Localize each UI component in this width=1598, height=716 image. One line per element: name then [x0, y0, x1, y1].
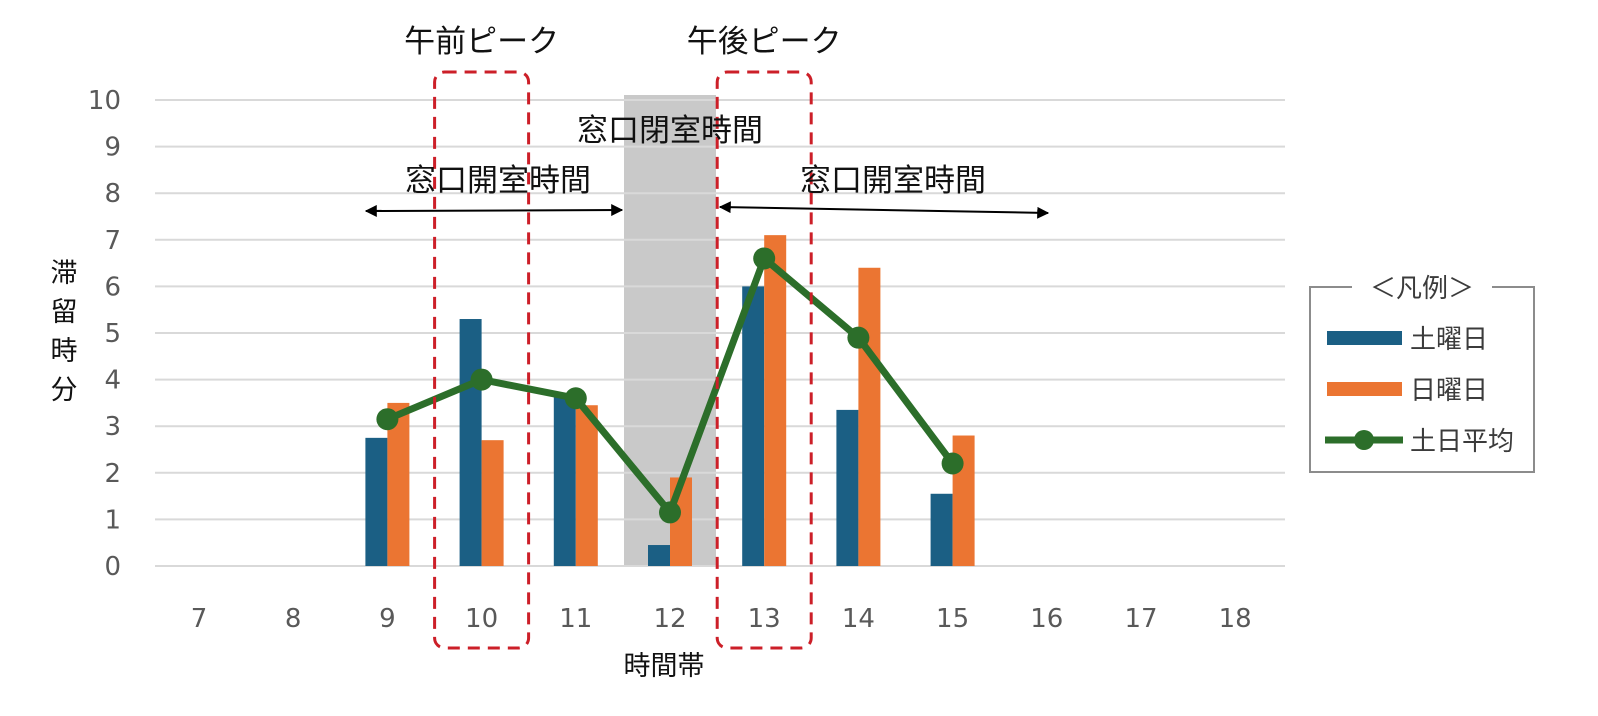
legend-marker-土日平均: [1354, 430, 1374, 450]
x-tick-label: 14: [842, 604, 875, 634]
bar-日曜日-10: [481, 440, 504, 566]
point-土日平均-9: [376, 408, 399, 431]
x-tick-label: 16: [1030, 604, 1063, 634]
average-line: [376, 247, 964, 524]
bar-日曜日-13: [764, 235, 787, 566]
bar-土曜日-10: [459, 319, 482, 566]
x-tick-label: 7: [191, 604, 208, 634]
y-tick-label: 9: [104, 133, 121, 163]
x-tick-label: 17: [1124, 604, 1157, 634]
bar-日曜日-14: [858, 267, 881, 566]
open-period-arrow-1: [364, 204, 624, 217]
y-tick-label: 7: [104, 226, 121, 256]
bar-土曜日-12: [648, 545, 670, 566]
legend-title: ＜凡例＞: [1370, 274, 1474, 304]
legend-label-土日平均: 土日平均: [1410, 427, 1514, 457]
y-axis-label-char: 分: [51, 375, 78, 406]
x-tick-label: 13: [748, 604, 781, 634]
bar-土曜日-13: [742, 286, 765, 566]
legend-title-background: [1352, 270, 1492, 304]
legend-swatch-土曜日: [1327, 331, 1402, 345]
x-tick-label: 9: [379, 604, 396, 634]
x-tick-label: 11: [559, 604, 592, 634]
point-土日平均-13: [753, 247, 776, 270]
y-tick-label: 1: [104, 505, 121, 535]
y-tick-label: 4: [104, 366, 121, 396]
y-tick-label: 8: [104, 179, 121, 209]
x-tick-labels: 7 8 9 10 11 12 13 14 15 16 17 18: [191, 604, 1252, 634]
peak-label-2: 午後ピーク: [687, 24, 842, 60]
point-土日平均-12: [659, 501, 681, 524]
x-tick-label: 15: [936, 604, 969, 634]
x-tick-label: 10: [465, 604, 498, 634]
legend-label-土曜日: 土曜日: [1410, 325, 1488, 355]
bar-土曜日-9: [365, 437, 388, 566]
open-period-label-1: 窓口開室時間: [405, 163, 591, 199]
peak-box-1: [433, 70, 531, 650]
point-土日平均-11: [564, 387, 587, 410]
y-axis-label-char: 滞: [51, 258, 78, 289]
legend-swatch-日曜日: [1327, 382, 1402, 396]
open-period-label-2: 窓口開室時間: [800, 163, 986, 199]
open-period-arrow-2: [718, 201, 1050, 219]
gridlines: [155, 99, 1285, 567]
point-土日平均-15: [941, 452, 964, 475]
legend-label-日曜日: 日曜日: [1410, 376, 1488, 406]
y-tick-label: 10: [88, 86, 121, 116]
y-tick-label: 6: [104, 272, 121, 302]
y-tick-label: 0: [104, 552, 121, 582]
closed-period-label: 窓口閉室時間: [577, 113, 763, 149]
y-tick-label: 2: [104, 459, 121, 489]
x-tick-label: 18: [1219, 604, 1252, 634]
bar-日曜日-9: [387, 402, 410, 566]
peak-box-2: [715, 70, 813, 650]
x-tick-label: 8: [285, 604, 302, 634]
y-axis-label-char: 留: [51, 297, 78, 328]
point-土日平均-14: [847, 326, 870, 349]
bar-日曜日-11: [575, 405, 598, 566]
bar-土曜日-11: [553, 395, 576, 566]
y-tick-label: 3: [104, 412, 121, 442]
y-tick-labels: 0 1 2 3 4 5 6 7 8 9 10: [88, 86, 121, 582]
point-土日平均-10: [470, 368, 493, 391]
bar-土曜日-15: [930, 493, 953, 566]
y-tick-label: 5: [104, 319, 121, 349]
y-axis-label-char: 時: [51, 336, 78, 367]
x-axis-label: 時間帯: [624, 651, 705, 682]
peak-label-1: 午前ピーク: [404, 24, 559, 60]
x-tick-label: 12: [653, 604, 686, 634]
bar-土曜日-14: [836, 409, 859, 566]
